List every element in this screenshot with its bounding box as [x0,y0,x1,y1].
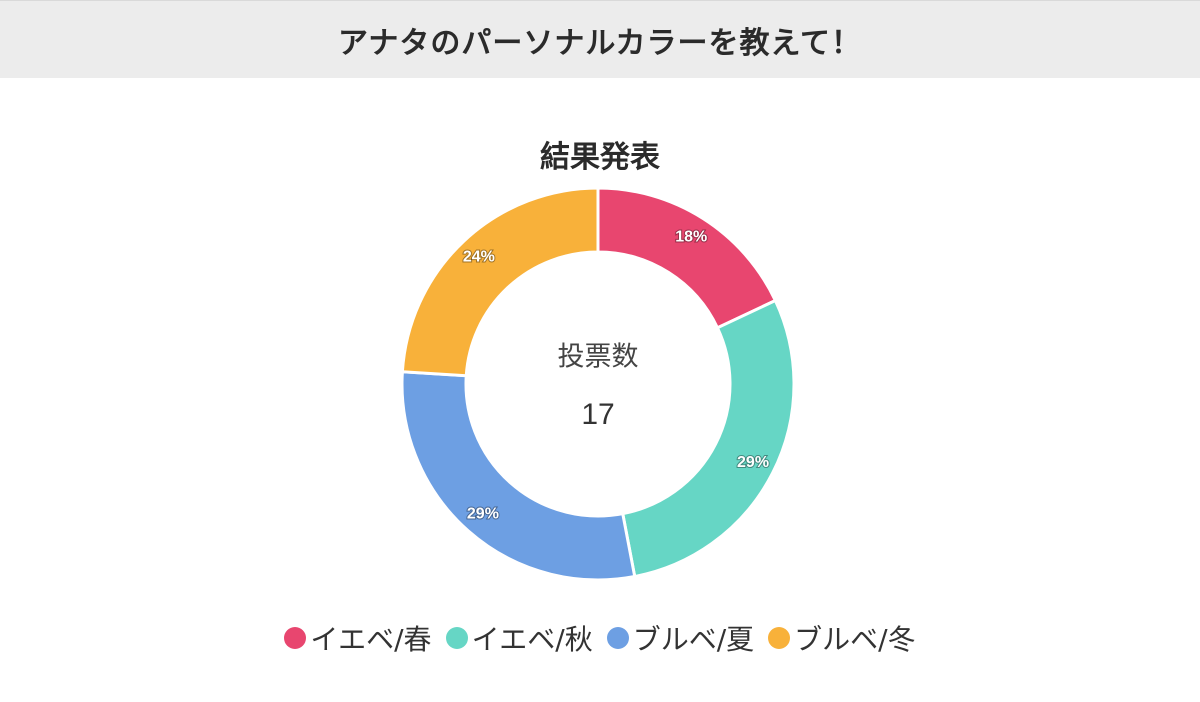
slice-percent-label: 29% [737,454,769,471]
legend-item[interactable]: イエベ/春 [284,618,432,658]
slice-percent-label: 24% [463,248,495,265]
chart-title: 結果発表 [540,140,660,175]
page-header: アナタのパーソナルカラーを教えて！ [0,0,1200,78]
legend-swatch [606,627,629,649]
donut-chart: 18% 29% 29% 24% 投票数 17 [400,186,796,582]
legend-swatch [768,627,791,649]
slice-percent-label: 18% [675,228,707,245]
legend-label: イエベ/春 [310,623,432,656]
donut-slices [400,186,796,582]
legend-swatch [445,627,468,649]
center-label: 投票数 [558,342,639,373]
page-title: アナタのパーソナルカラーを教えて！ [338,25,862,61]
legend-item[interactable]: ブルベ/冬 [768,618,916,658]
legend-item[interactable]: ブルベ/夏 [606,618,755,658]
donut-slice[interactable] [400,186,600,378]
donut-labels: 18% 29% 29% 24% [462,227,770,523]
donut-slice[interactable] [620,298,796,579]
legend-label: イエベ/秋 [471,623,593,656]
donut-slice[interactable] [596,186,778,330]
chart-legend: イエベ/春 イエベ/秋 ブルベ/夏 ブルベ/冬 [0,618,1200,658]
legend-item[interactable]: イエベ/秋 [445,618,593,658]
legend-label: ブルベ/冬 [794,623,916,656]
legend-label: ブルベ/夏 [632,623,755,656]
center-total: 17 [581,398,614,431]
slice-percent-label: 29% [467,506,499,523]
donut-slice[interactable] [400,370,637,582]
legend-swatch [284,627,307,649]
